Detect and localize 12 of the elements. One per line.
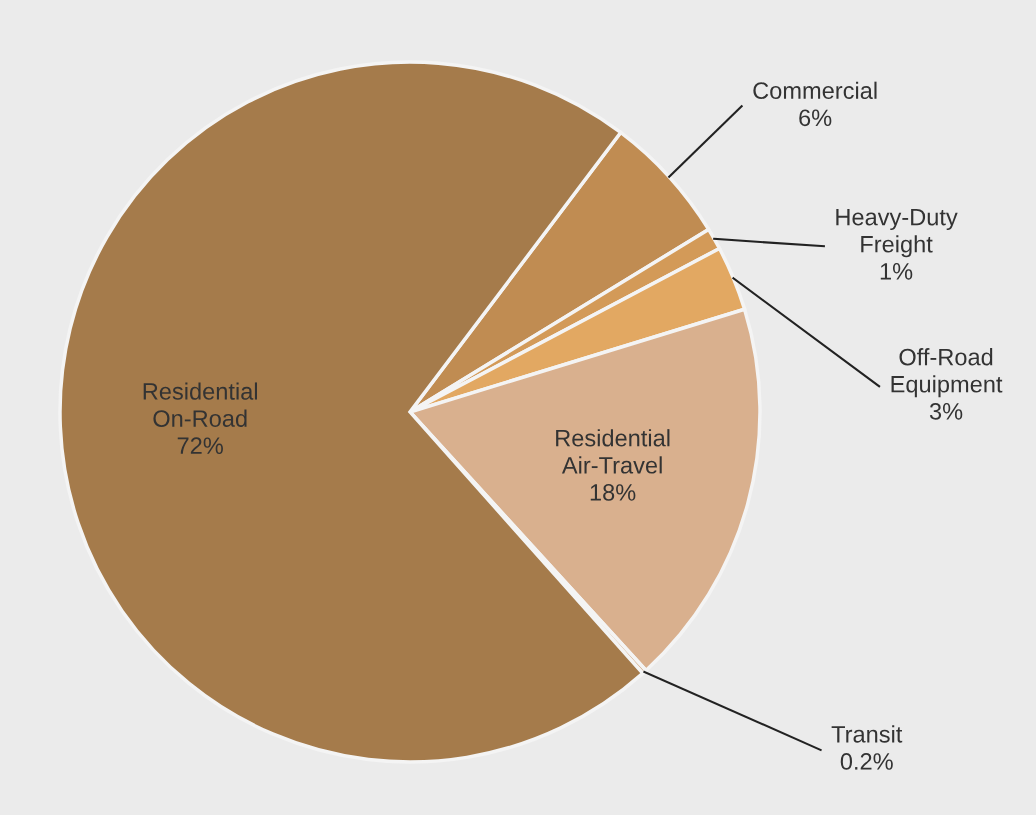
data-label: 1% — [880, 263, 913, 280]
data-label: 0.2% — [840, 753, 893, 770]
data-label: 72% — [177, 437, 223, 454]
data-label: 3% — [929, 403, 963, 420]
slice-label: Residential On-Road — [143, 382, 257, 427]
data-label: 6% — [799, 109, 832, 127]
slice-label: Transit — [831, 725, 903, 743]
data-label: 18% — [590, 484, 636, 501]
slice-label: Off-Road Equipment — [891, 348, 1003, 398]
slice-label: Commercial — [753, 81, 877, 100]
slice-label: Residential Air-Travel — [556, 429, 670, 474]
slice-label: Heavy-Duty Freight — [836, 208, 958, 258]
